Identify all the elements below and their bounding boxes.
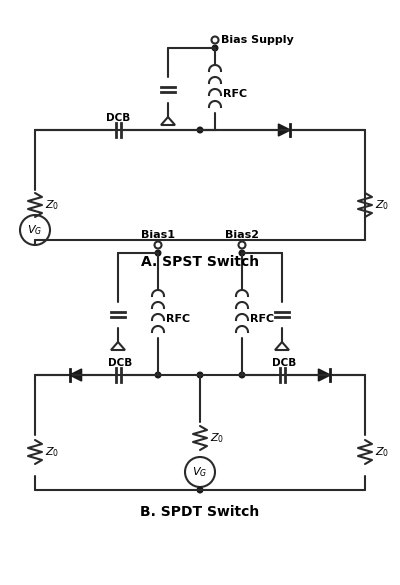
Circle shape bbox=[239, 250, 245, 256]
Polygon shape bbox=[318, 369, 330, 381]
Circle shape bbox=[197, 487, 203, 493]
Text: A. SPST Switch: A. SPST Switch bbox=[141, 255, 259, 269]
Text: $V_G$: $V_G$ bbox=[192, 465, 208, 479]
Circle shape bbox=[155, 250, 161, 256]
Text: Bias1: Bias1 bbox=[141, 230, 175, 240]
Text: DCB: DCB bbox=[108, 358, 132, 368]
Polygon shape bbox=[278, 124, 290, 136]
Text: B. SPDT Switch: B. SPDT Switch bbox=[140, 505, 260, 519]
Circle shape bbox=[212, 45, 218, 51]
Circle shape bbox=[197, 372, 203, 378]
Text: DCB: DCB bbox=[106, 113, 130, 123]
Text: $Z_0$: $Z_0$ bbox=[45, 198, 59, 212]
Text: $Z_0$: $Z_0$ bbox=[210, 431, 224, 445]
Text: $Z_0$: $Z_0$ bbox=[45, 445, 59, 459]
Text: RFC: RFC bbox=[250, 314, 274, 324]
Text: $Z_0$: $Z_0$ bbox=[375, 198, 389, 212]
Text: Bias Supply: Bias Supply bbox=[221, 35, 294, 45]
Text: Bias2: Bias2 bbox=[225, 230, 259, 240]
Text: RFC: RFC bbox=[223, 89, 247, 99]
Text: $V_G$: $V_G$ bbox=[27, 223, 43, 237]
Circle shape bbox=[155, 372, 161, 378]
Text: RFC: RFC bbox=[166, 314, 190, 324]
Polygon shape bbox=[70, 369, 82, 381]
Circle shape bbox=[239, 372, 245, 378]
Text: DCB: DCB bbox=[272, 358, 296, 368]
Circle shape bbox=[197, 127, 203, 133]
Text: $Z_0$: $Z_0$ bbox=[375, 445, 389, 459]
